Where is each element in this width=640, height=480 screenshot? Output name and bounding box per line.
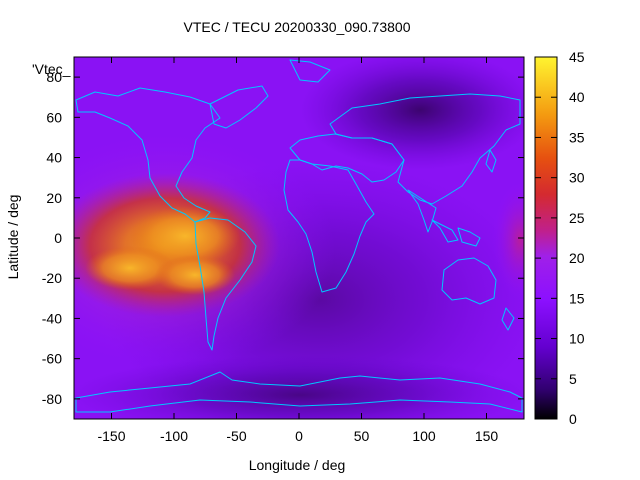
x-tick-label: 100: [412, 428, 436, 444]
colorbar-tick-label: 35: [569, 129, 585, 145]
continent-outlines: [75, 59, 523, 413]
x-tick-label: -150: [97, 428, 125, 444]
heatmap-field: [74, 57, 524, 419]
y-axis-label: Latitude / deg: [5, 195, 21, 280]
colorbar-tick-label: 0: [569, 411, 577, 427]
colorbar-tick-label: 20: [569, 250, 585, 266]
colorbar-tick-label: 15: [569, 290, 585, 306]
colorbar-tick-label: 5: [569, 371, 577, 387]
colorbar-tick-label: 10: [569, 331, 585, 347]
y-tick-label: -20: [42, 270, 62, 286]
colorbar-tick-label: 30: [569, 170, 585, 186]
y-tick-label: -40: [42, 310, 62, 326]
legend-key-label: 'Vtec_: [32, 61, 71, 77]
y-tick-label: -80: [42, 391, 62, 407]
x-axis-label: Longitude / deg: [249, 457, 346, 473]
x-tick-label: 50: [354, 428, 370, 444]
colorbar-ticks: 0 5 10 15 20 25 30 35 40 45: [535, 49, 585, 427]
colorbar-tick-label: 40: [569, 89, 585, 105]
x-tick-label: 150: [475, 428, 499, 444]
x-tick-label: -50: [226, 428, 246, 444]
y-tick-label: 0: [54, 230, 62, 246]
y-tick-label: 80: [46, 69, 62, 85]
y-tick-label: 20: [46, 190, 62, 206]
chart-title: VTEC / TECU 20200330_090.73800: [183, 19, 410, 35]
colorbar-tick-label: 25: [569, 210, 585, 226]
colorbar-tick-label: 45: [569, 49, 585, 65]
x-tick-label: -100: [160, 428, 188, 444]
y-tick-label: 60: [46, 109, 62, 125]
x-tick-label: 0: [295, 428, 303, 444]
y-tick-label: 40: [46, 150, 62, 166]
y-axis-ticks: -80 -60 -40 -20 0 20 40 60 80: [42, 69, 524, 407]
colorbar: [534, 56, 558, 420]
y-tick-label: -60: [42, 351, 62, 367]
x-axis-ticks: -150 -100 -50 0 50 100 150: [97, 57, 498, 444]
